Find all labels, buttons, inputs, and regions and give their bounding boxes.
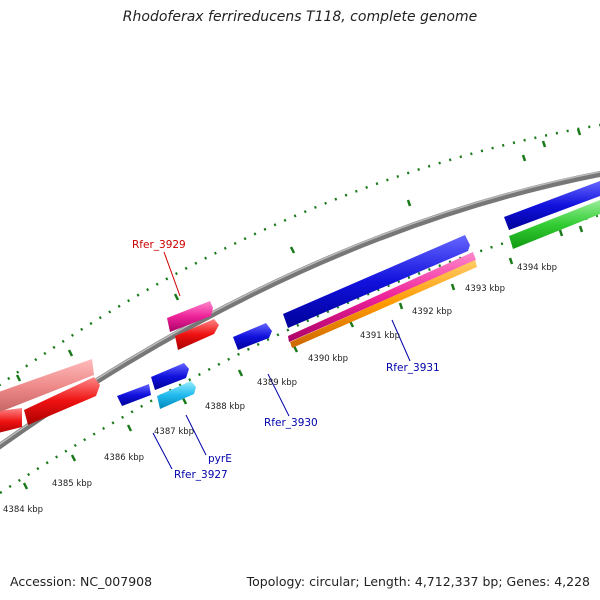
gene-green[interactable]: [509, 200, 600, 249]
gene-red-rfer3929[interactable]: [175, 319, 219, 350]
gene-red-outer-left[interactable]: [0, 408, 22, 435]
gene-cyan-pyre[interactable]: [157, 381, 196, 409]
tick-label-4385: 4385 kbp: [52, 479, 92, 489]
gene-orange[interactable]: [290, 260, 477, 348]
gene-red-outer[interactable]: [24, 377, 100, 425]
outer-major-ticks: [15, 128, 582, 382]
tick-label-4394: 4394 kbp: [517, 263, 557, 273]
tick-label-4390: 4390 kbp: [308, 354, 348, 364]
gene-blue-outer-2[interactable]: [233, 323, 272, 350]
gene-blue-outer-1[interactable]: [151, 363, 189, 390]
label-leader-lines: [152, 251, 411, 470]
gene-blue-inner-1[interactable]: [117, 384, 151, 406]
kbp-tick-labels: 4384 kbp 4385 kbp 4386 kbp 4387 kbp 4388…: [3, 263, 557, 515]
gene-labels: Rfer_3929 Rfer_3927 pyrE Rfer_3930 Rfer_…: [132, 239, 440, 481]
accession-text: Accession: NC_007908: [10, 574, 153, 589]
gene-label-pyre[interactable]: pyrE: [208, 453, 232, 465]
gene-blue-right[interactable]: [504, 181, 600, 230]
gene-label-rfer3927[interactable]: Rfer_3927: [174, 469, 228, 481]
gene-pink-outer[interactable]: [0, 359, 94, 416]
tick-label-4391: 4391 kbp: [360, 331, 400, 341]
gene-label-rfer3931[interactable]: Rfer_3931: [386, 362, 440, 374]
tick-label-4393: 4393 kbp: [465, 284, 505, 294]
map-title: Rhodoferax ferrireducens T118, complete …: [122, 9, 478, 25]
inner-tick-ring: [0, 213, 600, 495]
gene-magenta-rfer3931[interactable]: [288, 252, 476, 342]
tick-label-4387: 4387 kbp: [154, 427, 194, 437]
inner-major-ticks: [22, 225, 584, 490]
tick-label-4389: 4389 kbp: [257, 378, 297, 388]
gene-magenta-rfer3929[interactable]: [167, 301, 213, 332]
gene-blue-long[interactable]: [283, 235, 470, 328]
tick-label-4392: 4392 kbp: [412, 307, 452, 317]
topology-text: Topology: circular; Length: 4,712,337 bp…: [246, 574, 590, 589]
tick-label-4386: 4386 kbp: [104, 453, 144, 463]
tick-label-4388: 4388 kbp: [205, 402, 245, 412]
tick-label-4384: 4384 kbp: [3, 505, 43, 515]
gene-label-rfer3930[interactable]: Rfer_3930: [264, 417, 318, 429]
outer-tick-ring: [0, 123, 600, 387]
gene-label-rfer3929[interactable]: Rfer_3929: [132, 239, 186, 251]
